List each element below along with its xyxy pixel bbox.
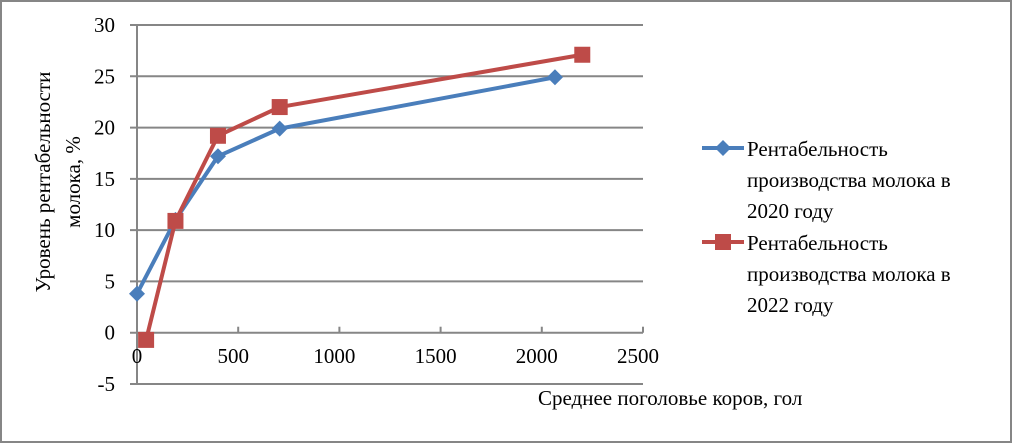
- x-tick-label: 2500: [617, 344, 659, 368]
- x-tick-label: 2000: [516, 344, 558, 368]
- square-marker: [138, 331, 155, 348]
- legend-entry: Рентабельность производства молока в 2022 …: [702, 231, 951, 317]
- y-tick-label: 15: [94, 167, 115, 191]
- diamond-marker: [129, 285, 145, 302]
- x-axis-title: Среднее поголовье коров, гол: [538, 386, 802, 410]
- legend-entry: Рентабельность производства молока в 2020 …: [702, 137, 951, 223]
- gridlines: [130, 24, 643, 385]
- square-marker: [209, 127, 226, 144]
- legend-label: 2020 году: [747, 199, 834, 223]
- diamond-marker: [715, 140, 731, 156]
- x-tick-label: 1500: [415, 344, 457, 368]
- y-tick-label: -5: [98, 372, 116, 396]
- x-tick-label: 1000: [313, 344, 355, 368]
- y-tick-label: 5: [105, 269, 116, 293]
- diamond-marker: [546, 69, 563, 86]
- diamond-marker: [271, 120, 288, 137]
- x-axis-ticks: 0 500 1000 1500 2000 2500: [132, 344, 659, 368]
- x-tick-label: 0: [132, 344, 143, 368]
- square-marker: [715, 234, 731, 250]
- y-axis-title-line-1: Уровень рентабельности: [31, 72, 55, 293]
- y-axis-title-line-2: молока, %: [61, 136, 85, 228]
- y-tick-label: 0: [105, 321, 116, 345]
- y-tick-label: 10: [94, 218, 115, 242]
- data-series: [129, 46, 591, 348]
- y-tick-label: 25: [94, 64, 115, 88]
- legend-label: производства молока в: [747, 168, 951, 192]
- series-line: [138, 46, 591, 348]
- legend-label: Рентабельность: [747, 231, 888, 255]
- x-tick-label: 500: [217, 344, 249, 368]
- series-polyline: [135, 75, 556, 295]
- legend-label: 2022 году: [747, 293, 834, 317]
- y-tick-label: 20: [94, 116, 115, 140]
- legend: Рентабельность производства молока в 2020 …: [702, 137, 951, 317]
- legend-label: Рентабельность: [747, 137, 888, 161]
- square-marker: [574, 46, 591, 63]
- y-axis-ticks: -5 0 5 10 15 20 25 30: [94, 13, 115, 396]
- legend-label: производства молока в: [747, 262, 951, 286]
- square-marker: [167, 212, 184, 229]
- square-marker: [271, 99, 288, 116]
- diamond-marker: [209, 148, 226, 165]
- series-polyline: [144, 52, 583, 341]
- axes: [136, 25, 644, 384]
- y-tick-label: 30: [94, 13, 115, 37]
